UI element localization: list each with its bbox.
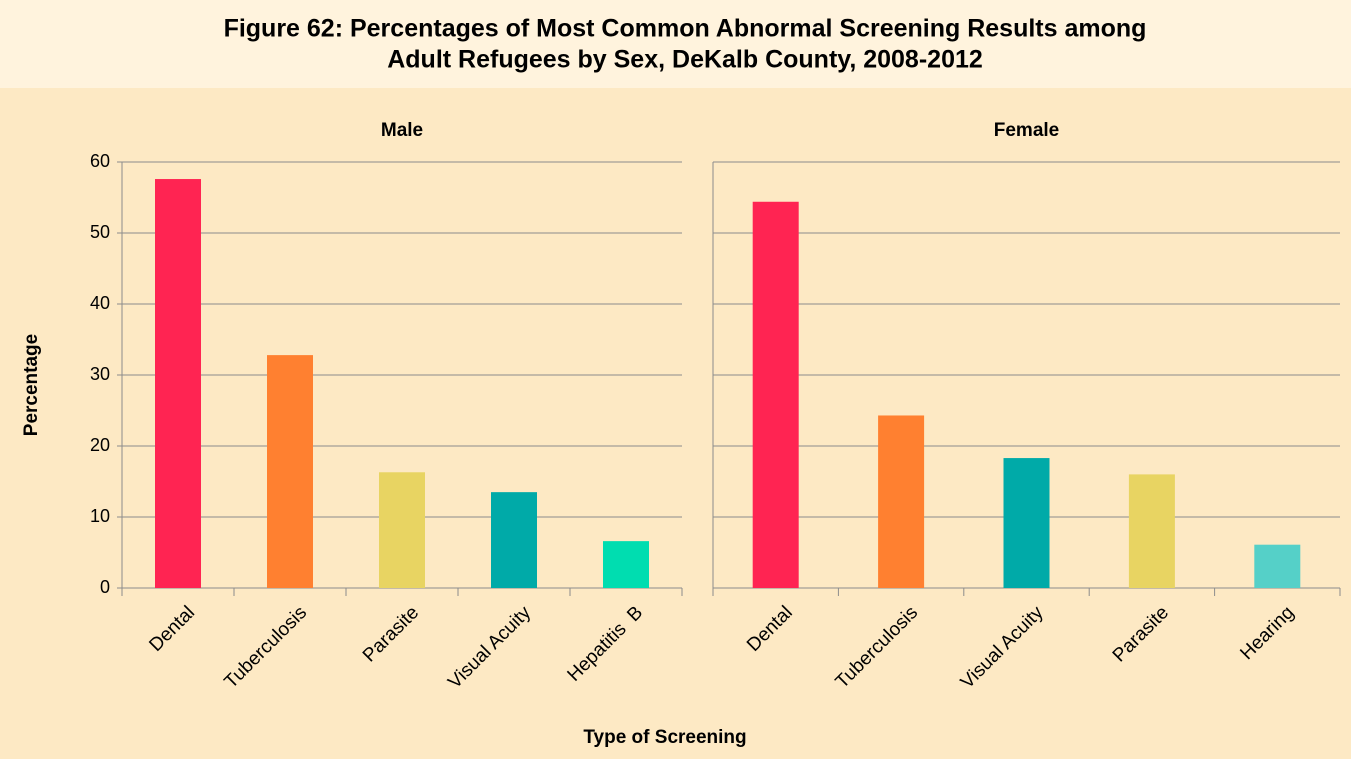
y-tick-label: 40 — [90, 293, 110, 313]
y-axis-label: Percentage — [21, 334, 42, 436]
y-tick-label: 10 — [90, 506, 110, 526]
bar — [1254, 544, 1301, 588]
y-tick-label: 20 — [90, 435, 110, 455]
y-tick-label: 60 — [90, 151, 110, 171]
bar — [379, 472, 425, 588]
chart-title: Adult Refugees by Sex, DeKalb County, 20… — [387, 46, 983, 74]
x-tick-label: Hearing — [1236, 602, 1298, 664]
x-tick-label: Dental — [145, 602, 199, 656]
y-tick-label: 0 — [100, 577, 110, 597]
y-tick-label: 50 — [90, 222, 110, 242]
bar — [878, 415, 925, 588]
bar — [603, 541, 649, 588]
x-tick-label: Tuberculosis — [832, 602, 923, 693]
bar — [155, 179, 201, 589]
x-axis-label: Type of Screening — [583, 727, 746, 748]
x-tick-label: Visual Acuity — [957, 602, 1048, 693]
x-tick-label: Tuberculosis — [221, 602, 312, 693]
x-tick-label: Visual Acuity — [444, 602, 535, 693]
bar — [1003, 458, 1050, 588]
bar — [267, 355, 313, 588]
y-tick-label: 30 — [90, 364, 110, 384]
bar — [1128, 474, 1175, 588]
bar — [491, 492, 537, 588]
panel-title: Female — [994, 120, 1059, 141]
bar — [752, 201, 799, 588]
x-tick-label: Dental — [743, 602, 797, 656]
chart-title: Figure 62: Percentages of Most Common Ab… — [224, 15, 1147, 43]
x-tick-label: Hepatitis B — [564, 602, 648, 686]
x-tick-label: Parasite — [359, 602, 423, 666]
x-tick-label: Parasite — [1109, 602, 1173, 666]
panel-title: Male — [381, 120, 423, 141]
title-band — [0, 0, 1351, 88]
